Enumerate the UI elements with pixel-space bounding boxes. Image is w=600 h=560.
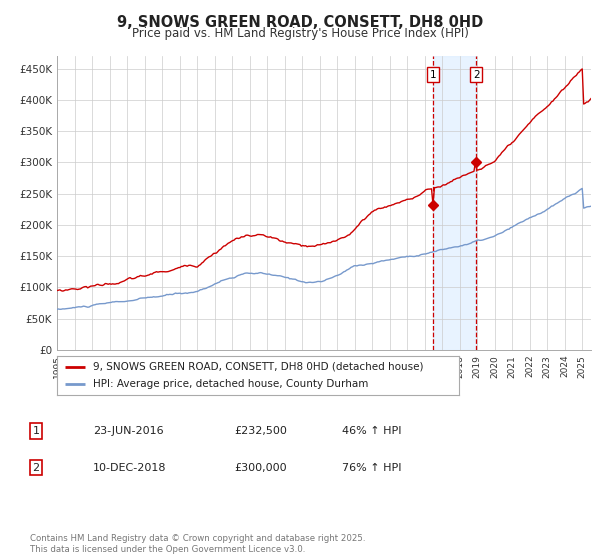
Text: 10-DEC-2018: 10-DEC-2018 — [93, 463, 167, 473]
Text: 9, SNOWS GREEN ROAD, CONSETT, DH8 0HD: 9, SNOWS GREEN ROAD, CONSETT, DH8 0HD — [117, 15, 483, 30]
Text: 2: 2 — [32, 463, 40, 473]
Text: Price paid vs. HM Land Registry's House Price Index (HPI): Price paid vs. HM Land Registry's House … — [131, 27, 469, 40]
Text: HPI: Average price, detached house, County Durham: HPI: Average price, detached house, Coun… — [93, 379, 368, 389]
Text: 76% ↑ HPI: 76% ↑ HPI — [342, 463, 401, 473]
Text: 1: 1 — [32, 426, 40, 436]
Text: 46% ↑ HPI: 46% ↑ HPI — [342, 426, 401, 436]
Text: 2: 2 — [473, 70, 479, 80]
Text: Contains HM Land Registry data © Crown copyright and database right 2025.
This d: Contains HM Land Registry data © Crown c… — [30, 534, 365, 554]
Text: 1: 1 — [430, 70, 436, 80]
Bar — [433, 56, 476, 350]
Text: £232,500: £232,500 — [234, 426, 287, 436]
Text: 9, SNOWS GREEN ROAD, CONSETT, DH8 0HD (detached house): 9, SNOWS GREEN ROAD, CONSETT, DH8 0HD (d… — [93, 362, 424, 372]
Text: 23-JUN-2016: 23-JUN-2016 — [93, 426, 164, 436]
Text: £300,000: £300,000 — [234, 463, 287, 473]
